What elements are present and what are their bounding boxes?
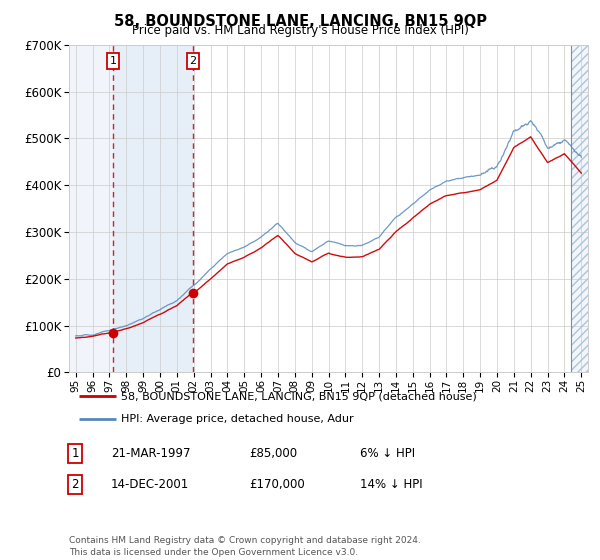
Text: 1: 1 <box>71 447 79 460</box>
Text: Price paid vs. HM Land Registry's House Price Index (HPI): Price paid vs. HM Land Registry's House … <box>131 24 469 37</box>
Bar <box>69 45 113 372</box>
Bar <box>571 45 588 372</box>
Text: £85,000: £85,000 <box>249 447 297 460</box>
Text: 2: 2 <box>190 56 197 66</box>
Text: 2: 2 <box>71 478 79 491</box>
Text: 6% ↓ HPI: 6% ↓ HPI <box>360 447 415 460</box>
Text: 1: 1 <box>110 56 116 66</box>
Text: 21-MAR-1997: 21-MAR-1997 <box>111 447 191 460</box>
Text: £170,000: £170,000 <box>249 478 305 491</box>
Text: HPI: Average price, detached house, Adur: HPI: Average price, detached house, Adur <box>121 414 353 424</box>
Text: 14% ↓ HPI: 14% ↓ HPI <box>360 478 422 491</box>
Text: 58, BOUNDSTONE LANE, LANCING, BN15 9QP: 58, BOUNDSTONE LANE, LANCING, BN15 9QP <box>113 14 487 29</box>
Bar <box>113 45 193 372</box>
Text: Contains HM Land Registry data © Crown copyright and database right 2024.
This d: Contains HM Land Registry data © Crown c… <box>69 536 421 557</box>
Text: 14-DEC-2001: 14-DEC-2001 <box>111 478 189 491</box>
Bar <box>571 45 588 372</box>
Text: 58, BOUNDSTONE LANE, LANCING, BN15 9QP (detached house): 58, BOUNDSTONE LANE, LANCING, BN15 9QP (… <box>121 391 476 402</box>
